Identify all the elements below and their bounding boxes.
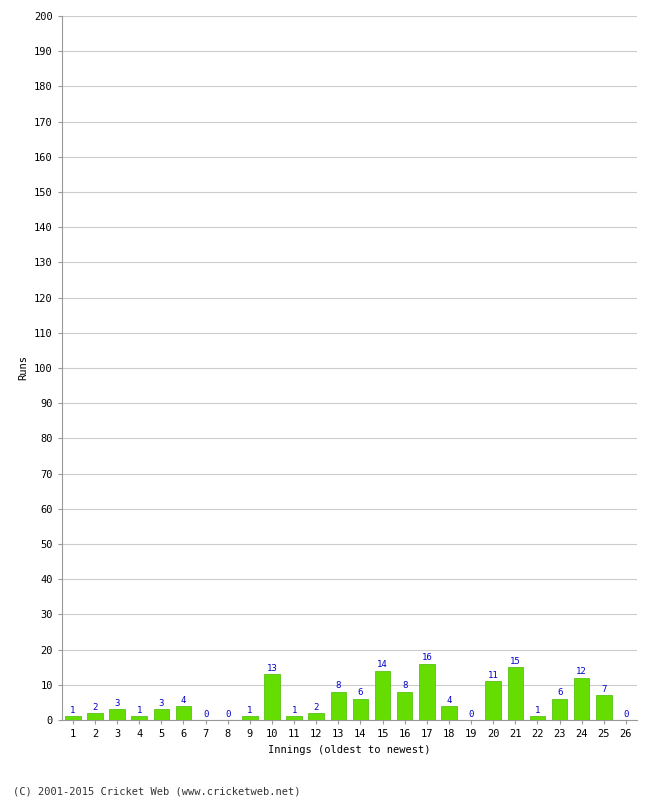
Text: (C) 2001-2015 Cricket Web (www.cricketweb.net): (C) 2001-2015 Cricket Web (www.cricketwe… <box>13 786 300 796</box>
Bar <box>353 699 368 720</box>
Text: 0: 0 <box>225 710 230 718</box>
Text: 1: 1 <box>291 706 297 715</box>
Text: 3: 3 <box>159 699 164 708</box>
Text: 3: 3 <box>114 699 120 708</box>
Text: 16: 16 <box>421 654 432 662</box>
Bar <box>486 682 501 720</box>
Text: 8: 8 <box>335 682 341 690</box>
Bar <box>508 667 523 720</box>
Text: 1: 1 <box>70 706 75 715</box>
Text: 1: 1 <box>247 706 252 715</box>
Bar <box>109 710 125 720</box>
X-axis label: Innings (oldest to newest): Innings (oldest to newest) <box>268 745 430 754</box>
Text: 0: 0 <box>203 710 208 718</box>
Text: 12: 12 <box>577 667 587 676</box>
Y-axis label: Runs: Runs <box>18 355 29 381</box>
Text: 4: 4 <box>447 695 452 705</box>
Bar <box>87 713 103 720</box>
Bar <box>441 706 457 720</box>
Bar <box>153 710 169 720</box>
Bar <box>65 717 81 720</box>
Bar <box>419 664 435 720</box>
Text: 2: 2 <box>313 702 319 711</box>
Text: 0: 0 <box>623 710 629 718</box>
Bar <box>242 717 257 720</box>
Text: 2: 2 <box>92 702 98 711</box>
Text: 7: 7 <box>601 685 606 694</box>
Bar <box>375 670 390 720</box>
Text: 1: 1 <box>535 706 540 715</box>
Bar <box>331 692 346 720</box>
Bar <box>596 695 612 720</box>
Text: 15: 15 <box>510 657 521 666</box>
Text: 6: 6 <box>358 689 363 698</box>
Bar <box>131 717 147 720</box>
Bar <box>552 699 567 720</box>
Bar <box>397 692 413 720</box>
Bar <box>176 706 191 720</box>
Text: 14: 14 <box>377 660 388 670</box>
Bar <box>530 717 545 720</box>
Bar <box>264 674 280 720</box>
Text: 11: 11 <box>488 671 499 680</box>
Text: 0: 0 <box>469 710 474 718</box>
Text: 6: 6 <box>557 689 562 698</box>
Bar <box>309 713 324 720</box>
Bar <box>286 717 302 720</box>
Text: 13: 13 <box>266 664 278 673</box>
Text: 1: 1 <box>136 706 142 715</box>
Bar <box>574 678 590 720</box>
Text: 8: 8 <box>402 682 408 690</box>
Text: 4: 4 <box>181 695 186 705</box>
